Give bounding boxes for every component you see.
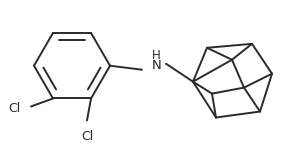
Text: N: N (152, 59, 162, 72)
Text: H: H (152, 49, 160, 62)
Text: Cl: Cl (81, 130, 93, 143)
Text: Cl: Cl (9, 102, 21, 115)
